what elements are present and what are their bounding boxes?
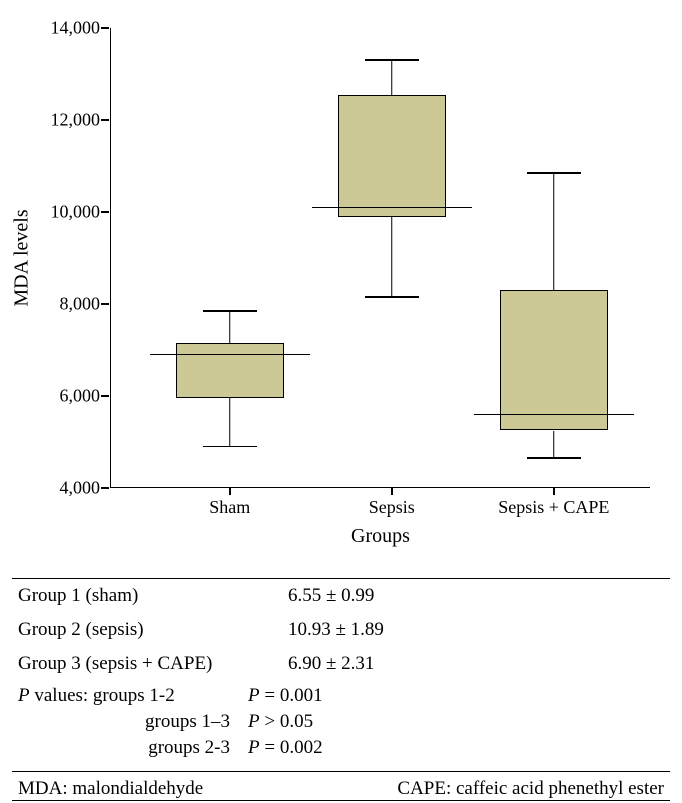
stat-row: Group 3 (sepsis + CAPE)6.90 ± 2.31 [12,647,670,681]
stat-value: 10.93 ± 1.89 [288,619,384,641]
y-axis-label: MDA levels [11,209,34,306]
p-value-2-3: P = 0.002 [248,737,323,759]
y-tick [101,395,109,397]
p-values-heading: P values: groups 1-2 [18,685,248,707]
p-value-1-2: P = 0.001 [248,685,323,707]
x-tick [391,487,393,495]
abbrev-cape: CAPE: caffeic acid phenethyl ester [397,778,664,800]
y-tick-label: 4,000 [60,478,101,499]
stat-row: Group 2 (sepsis)10.93 ± 1.89 [12,613,670,647]
box-group [338,28,446,488]
stat-label: Group 3 (sepsis + CAPE) [18,653,288,675]
stat-value: 6.55 ± 0.99 [288,585,374,607]
p-value-1-3: P > 0.05 [248,711,313,733]
figure-container: MDA levels Groups 4,0006,0008,00010,0001… [0,0,682,803]
y-tick-label: 12,000 [51,110,101,131]
box-rect [338,95,446,217]
p-label-1-3: groups 1–3 [18,711,248,733]
x-tick [553,487,555,495]
y-tick [101,119,109,121]
x-tick-label: Sepsis [369,497,415,518]
box-group [176,28,284,488]
median-line [312,207,472,209]
abbrev-mda: MDA: malondialdehyde [18,778,203,800]
x-axis-label: Groups [351,525,410,548]
footer-abbrev: MDA: malondialdehyde CAPE: caffeic acid … [12,772,670,800]
y-tick [101,487,109,489]
x-tick-label: Sham [209,497,250,518]
stat-row: Group 1 (sham)6.55 ± 0.99 [12,579,670,613]
box-group [500,28,608,488]
stat-value: 6.90 ± 2.31 [288,653,374,675]
x-tick-label: Sepsis + CAPE [498,497,609,518]
p-values-block: P values: groups 1-2 P = 0.001 groups 1–… [12,681,670,771]
y-tick [101,211,109,213]
y-tick-label: 6,000 [60,386,101,407]
y-tick-label: 8,000 [60,294,101,315]
rule-bottom [12,800,670,801]
boxplot-chart: MDA levels Groups 4,0006,0008,00010,0001… [12,8,670,548]
box-rect [500,290,608,430]
median-line [474,414,634,416]
box-rect [176,343,284,398]
x-tick [229,487,231,495]
y-tick-label: 10,000 [51,202,101,223]
y-tick [101,27,109,29]
p-label-2-3: groups 2-3 [18,737,248,759]
stat-label: Group 2 (sepsis) [18,619,288,641]
plot-area: Groups 4,0006,0008,00010,00012,00014,000… [110,28,650,488]
median-line [150,354,310,356]
statistics-table: Group 1 (sham)6.55 ± 0.99Group 2 (sepsis… [12,578,670,801]
stat-label: Group 1 (sham) [18,585,288,607]
y-tick-label: 14,000 [51,18,101,39]
y-tick [101,303,109,305]
